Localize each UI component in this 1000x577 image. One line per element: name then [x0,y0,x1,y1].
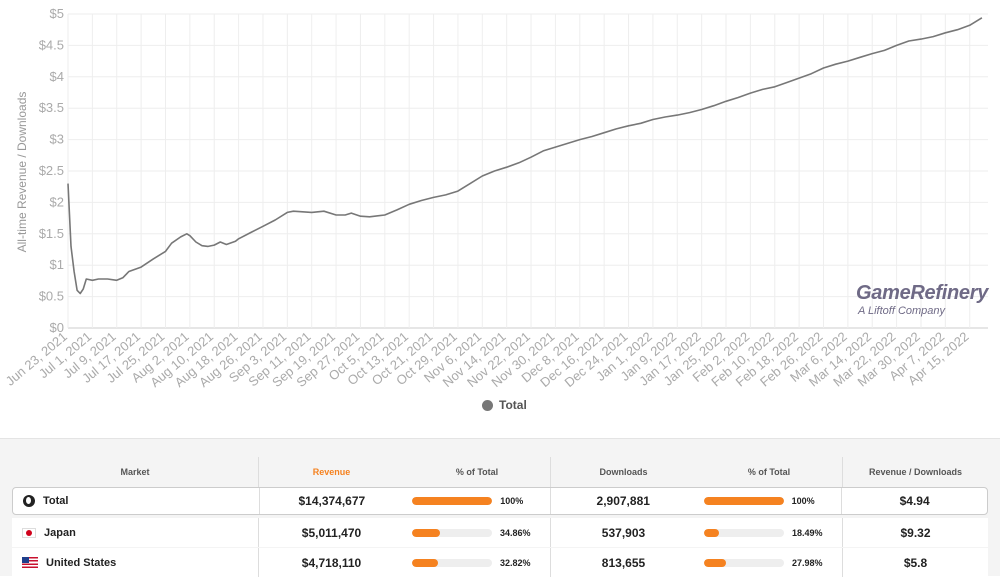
downloads-pct-cell: 27.98% [696,548,842,577]
downloads-pct-value: 27.98% [792,557,823,568]
header-revenue[interactable]: Revenue [258,457,404,494]
chart-series [67,17,983,295]
revenue-pct-value: 34.86% [500,527,531,538]
revenue-per-download-chart: $0 $0.5 $1 $1.5 $2 $2.5 $3 $3.5 $4 $4.5 $5 Jun 23,… [3,6,988,390]
table-header: Market Revenue % of Total Downloads % of… [12,457,988,494]
downloads-pct-fill [703,497,784,505]
revenue-per-download-cell: $9.32 [842,518,988,547]
chart-legend[interactable]: Total [482,398,527,412]
chart-grid [67,13,988,329]
revenue-pct-bar [412,558,492,567]
y-tick-label: $3 [50,132,64,147]
y-tick-label: $4.5 [39,37,64,52]
revenue-per-download-cell: $4.94 [841,488,987,514]
revenue-per-download-cell: $5.8 [842,548,988,577]
legend-dot-icon [482,399,493,411]
header-revenue-per-download[interactable]: Revenue / Downloads [842,457,988,489]
y-tick-label: $1 [50,257,64,272]
y-tick-label: $5 [50,6,64,21]
table-row[interactable]: Total $14,374,677 100% 2,907,881 100% $4… [12,487,988,515]
revenue-pct-cell: 32.82% [404,548,550,577]
us-flag-icon [22,557,38,568]
logo-main-text: GameRefinery [856,282,989,304]
downloads-cell: 813,655 [550,548,696,577]
y-tick-label: $0 [50,320,64,335]
market-table: Market Revenue % of Total Downloads % of… [0,438,1000,577]
y-tick-label: $1.5 [39,226,64,241]
downloads-pct-value: 100% [791,496,815,506]
y-tick-label: $2.5 [39,163,64,178]
revenue-pct-cell: 34.86% [404,518,550,547]
revenue-pct-bar [412,497,493,505]
series-line-total [67,17,983,295]
revenue-cell: $14,374,677 [258,488,405,514]
downloads-pct-cell: 18.49% [696,518,842,547]
gamerefinery-logo: GameRefinery A Liftoff Company [856,282,988,318]
header-market[interactable]: Market [120,467,150,477]
y-axis-ticks: $0 $0.5 $1 $1.5 $2 $2.5 $3 $3.5 $4 $4.5 $5 [39,6,64,335]
revenue-pct-fill [412,528,440,537]
market-name: Japan [44,526,76,539]
header-revenue-pct[interactable]: % of Total [455,467,499,477]
revenue-pct-value: 32.82% [500,557,531,568]
market-cell: United States [12,548,258,577]
y-tick-label: $3.5 [39,100,64,115]
logo-sub-text: A Liftoff Company [858,305,946,317]
table-row[interactable]: Japan $5,011,470 34.86% 537,903 18.49% $… [12,518,988,547]
legend-label: Total [499,398,527,412]
revenue-pct-fill [412,497,493,505]
downloads-pct-bar [704,528,784,537]
japan-flag-icon [22,527,36,538]
downloads-pct-cell: 100% [696,488,842,514]
y-axis-label: All-time Revenue / Downloads [15,92,29,253]
revenue-cell: $5,011,470 [258,518,404,547]
downloads-pct-value: 18.49% [792,527,823,538]
market-cell: Total [13,488,259,514]
revenue-cell: $4,718,110 [258,548,404,577]
y-tick-label: $0.5 [39,289,64,304]
globe-icon [23,495,35,507]
header-downloads[interactable]: Downloads [550,457,696,489]
header-downloads-pct[interactable]: % of Total [747,467,791,477]
y-tick-label: $4 [50,69,64,84]
y-tick-label: $2 [50,194,64,209]
revenue-pct-fill [412,558,439,567]
market-cell: Japan [12,518,258,547]
downloads-pct-bar [704,558,784,567]
downloads-cell: 537,903 [550,518,696,547]
downloads-pct-fill [704,558,727,567]
market-name: Total [43,495,69,507]
revenue-pct-bar [412,528,492,537]
market-name: United States [46,556,117,569]
table-row[interactable]: United States $4,718,110 32.82% 813,655 … [12,548,988,577]
downloads-cell: 2,907,881 [549,488,696,514]
downloads-pct-bar [703,497,784,505]
revenue-pct-value: 100% [500,496,524,506]
downloads-pct-fill [704,528,719,537]
revenue-pct-cell: 100% [404,488,550,514]
